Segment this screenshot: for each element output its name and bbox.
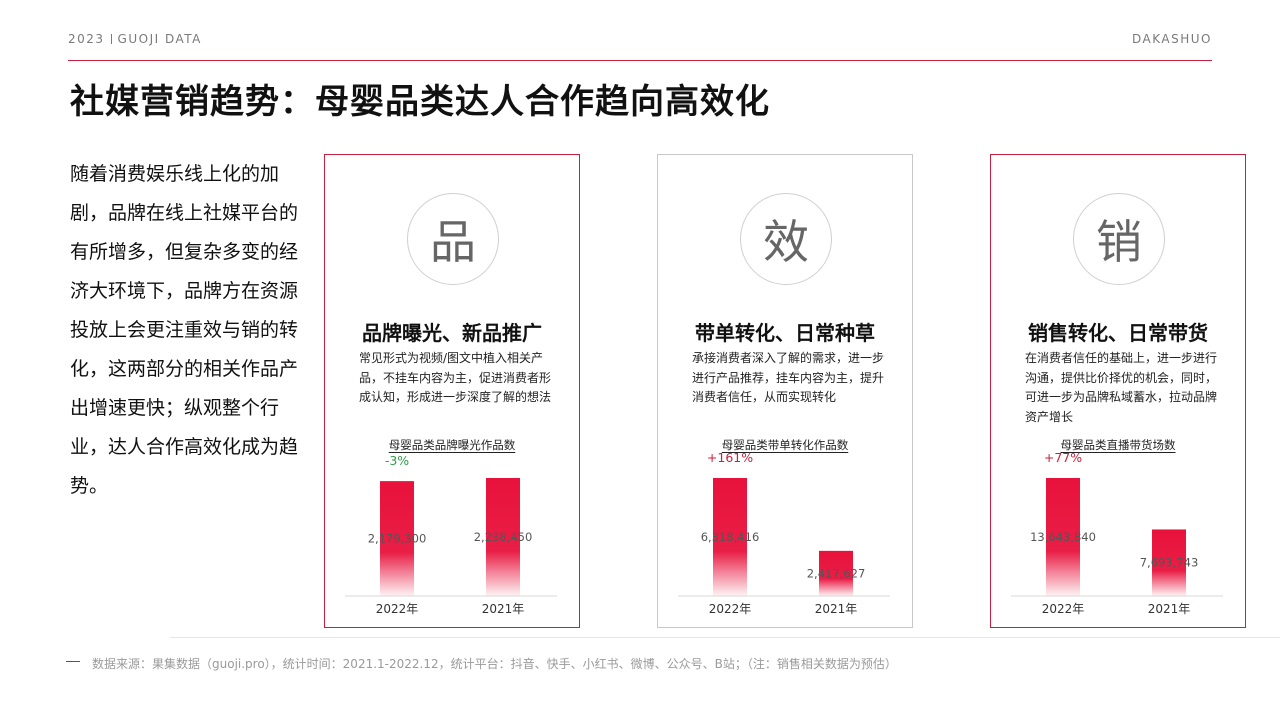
- card-icon-circle: 销: [1073, 193, 1165, 285]
- card-title: 品牌曝光、新品推广: [362, 321, 542, 345]
- card-icon-circle: 效: [740, 193, 832, 285]
- chart-title: 母婴品类品牌曝光作品数: [388, 438, 516, 452]
- card-description: 在消费者信任的基础上，进一步进行沟通，提供比价择优的机会，同时，可进一步为品牌私…: [1025, 351, 1218, 424]
- card-icon-circle: 品: [407, 193, 499, 285]
- header-brand: GUOJI DATA: [117, 32, 202, 46]
- chart-title: 母婴品类直播带货场数: [1060, 438, 1176, 452]
- category-label: 2022年: [376, 602, 419, 616]
- card-order-conversion: 效 带单转化、日常种草 承接消费者深入了解的需求，进一步进行产品推荐，挂车内容为…: [657, 154, 913, 628]
- category-label: 2021年: [1148, 602, 1191, 616]
- bar-chart-order-conversion: 6,318,416 2022年 2,417,627 2021年 +161%: [678, 450, 890, 616]
- card-sales-conversion: 销 销售转化、日常带货 在消费者信任的基础上，进一步进行沟通，提供比价择优的机会…: [990, 154, 1246, 628]
- card-brand-exposure: 品 品牌曝光、新品推广 常见形式为视频/图文中植入相关产品，不挂车内容为主，促进…: [324, 154, 580, 628]
- intro-paragraph: 随着消费娱乐线上化的加剧，品牌在线上社媒平台的有所增多，但复杂多变的经济大环境下…: [70, 163, 299, 497]
- header-year: 2023: [68, 32, 105, 46]
- category-label: 2021年: [482, 602, 525, 616]
- header-divider: [68, 60, 1212, 61]
- change-label: +161%: [707, 450, 753, 465]
- bar-2022年: [380, 481, 414, 596]
- card-title: 带单转化、日常种草: [695, 321, 875, 345]
- footer-divider: [170, 637, 1280, 638]
- card-description: 承接消费者深入了解的需求，进一步进行产品推荐，挂车内容为主，提升消费者信任，从而…: [692, 351, 885, 404]
- page-title: 社媒营销趋势：母婴品类达人合作趋向高效化: [70, 82, 770, 122]
- bar-value-label: 6,318,416: [701, 530, 760, 544]
- header-left: 2023 GUOJI DATA: [68, 32, 202, 46]
- bar-2021年: [486, 478, 520, 596]
- chart-title: 母婴品类带单转化作品数: [721, 438, 849, 452]
- card-title: 销售转化、日常带货: [1028, 321, 1208, 345]
- category-label: 2022年: [709, 602, 752, 616]
- footer-accent-dash: [66, 661, 80, 662]
- change-label: +77%: [1044, 450, 1082, 465]
- card-description: 常见形式为视频/图文中植入相关产品，不挂车内容为主，促进消费者形成认知，形成进一…: [359, 351, 552, 404]
- category-label: 2022年: [1042, 602, 1085, 616]
- bar-value-label: 2,417,627: [807, 566, 866, 580]
- bar-value-label: 13,643,840: [1030, 530, 1096, 544]
- bar-chart-live-sales: 13,643,840 2022年 7,693,743 2021年 +77%: [1011, 450, 1223, 616]
- bar-2021年: [819, 550, 853, 596]
- header-right-brand: DAKASHUO: [1132, 32, 1212, 46]
- header-separator: [110, 34, 112, 44]
- bar-value-label: 7,693,743: [1140, 556, 1199, 570]
- bar-2021年: [1152, 529, 1186, 596]
- footer-source: 数据来源：果集数据（guoji.pro），统计时间：2021.1-2022.12…: [92, 657, 897, 671]
- category-label: 2021年: [815, 602, 858, 616]
- bar-2022年: [1046, 478, 1080, 596]
- bar-value-label: 2,179,300: [368, 532, 427, 546]
- change-label: -3%: [385, 453, 409, 468]
- bar-2022年: [713, 478, 747, 596]
- bar-chart-brand-exposure: 2,179,300 2022年 2,238,450 2021年 -3%: [345, 453, 557, 616]
- bar-value-label: 2,238,450: [474, 530, 533, 544]
